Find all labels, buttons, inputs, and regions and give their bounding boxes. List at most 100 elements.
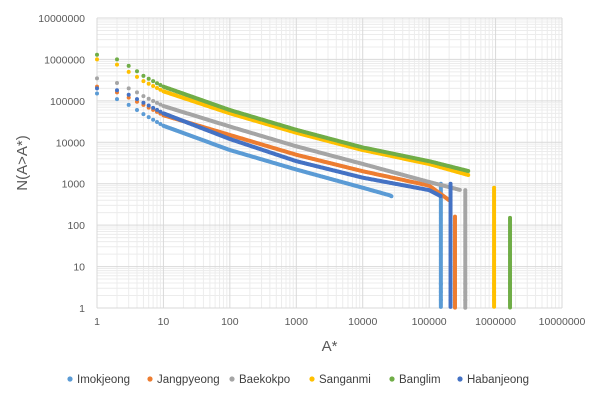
- series-baekokpo: [95, 76, 468, 310]
- y-tick-label: 100: [67, 220, 85, 232]
- data-point: [448, 290, 453, 294]
- y-axis-title: N(A>A*): [14, 135, 31, 190]
- data-point: [508, 298, 513, 302]
- data-point: [492, 298, 497, 302]
- data-point: [438, 194, 443, 199]
- data-point: [114, 80, 119, 85]
- series-imokjeong: [95, 91, 443, 309]
- data-point: [126, 95, 131, 100]
- data-point: [146, 81, 151, 86]
- data-point: [134, 108, 139, 113]
- legend-label: Sanganmi: [319, 374, 371, 386]
- data-point: [134, 69, 139, 74]
- data-point: [134, 74, 139, 79]
- data-point: [141, 73, 146, 78]
- legend-label: Baekokpo: [239, 374, 290, 386]
- data-point: [146, 115, 151, 120]
- data-point: [457, 187, 462, 192]
- data-point: [151, 84, 156, 89]
- data-point: [95, 57, 99, 62]
- data-point: [151, 98, 156, 103]
- x-tick-label: 1000000: [475, 316, 516, 328]
- data-point: [146, 76, 151, 81]
- data-point: [134, 90, 139, 95]
- data-point: [154, 120, 159, 125]
- legend-item-sanganmi: Sanganmi: [309, 374, 371, 386]
- data-point: [438, 282, 443, 286]
- x-tick-label: 10000000: [539, 316, 586, 328]
- data-point: [463, 282, 468, 286]
- legend: Imokjeong Jangpyeong Baekokpo Sanganmi Bangl…: [67, 374, 529, 386]
- x-tick-label: 10000: [348, 316, 377, 328]
- legend-label: Habanjeong: [467, 374, 529, 386]
- data-point: [452, 290, 457, 294]
- data-point: [438, 304, 443, 309]
- data-point: [114, 88, 119, 93]
- data-point: [452, 298, 457, 302]
- legend-label: Jangpyeong: [157, 374, 220, 386]
- series-marks: [95, 52, 513, 310]
- legend-item-banglim: Banglim: [389, 374, 441, 386]
- data-point: [508, 305, 513, 310]
- data-point: [448, 304, 453, 309]
- data-point: [146, 96, 151, 101]
- y-tick-label: 10000: [56, 137, 85, 149]
- data-point: [114, 97, 119, 102]
- y-tick-label: 1000: [62, 179, 86, 191]
- y-tick-label: 10000000: [38, 13, 85, 25]
- data-point: [126, 92, 131, 97]
- legend-marker: [389, 376, 395, 382]
- data-point: [492, 290, 497, 294]
- data-point: [158, 102, 163, 107]
- data-point: [95, 76, 99, 81]
- legend-marker: [457, 376, 463, 382]
- series-banglim: [95, 52, 513, 310]
- data-point: [154, 100, 159, 105]
- data-point: [154, 86, 159, 91]
- data-point: [448, 282, 453, 286]
- y-tick-label: 100000: [50, 96, 85, 108]
- data-point: [151, 79, 156, 84]
- data-point: [154, 107, 159, 112]
- data-point: [463, 290, 468, 294]
- legend-marker: [229, 376, 235, 382]
- data-point: [114, 62, 119, 67]
- data-point: [114, 57, 119, 62]
- series-habanjeong: [95, 86, 453, 309]
- data-point: [158, 87, 163, 92]
- data-point: [158, 83, 163, 88]
- x-tick-label: 100000: [412, 316, 447, 328]
- data-point: [389, 194, 394, 199]
- data-point: [492, 282, 497, 286]
- data-point: [134, 97, 139, 102]
- x-tick-label: 1: [94, 316, 100, 328]
- data-point: [126, 63, 131, 68]
- legend-marker: [67, 376, 73, 382]
- data-point: [448, 298, 453, 302]
- data-point: [151, 117, 156, 122]
- x-tick-label: 1000: [285, 316, 309, 328]
- legend-item-baekokpo: Baekokpo: [229, 374, 290, 386]
- data-point: [141, 112, 146, 117]
- y-tick-label: 1: [79, 303, 85, 315]
- legend-marker: [147, 376, 153, 382]
- data-point: [158, 122, 163, 127]
- data-point: [126, 86, 131, 91]
- data-point: [466, 169, 471, 174]
- data-point: [452, 305, 457, 310]
- legend-label: Banglim: [399, 374, 441, 386]
- data-point: [438, 290, 443, 294]
- axes: 1 10 100 1000 10000 100000 1000000 10000000 1 10 1…: [38, 13, 585, 328]
- data-point: [126, 69, 131, 74]
- data-point: [126, 102, 131, 107]
- y-tick-label: 10: [73, 262, 85, 274]
- data-point: [95, 91, 99, 96]
- data-point: [452, 282, 457, 286]
- y-tick-label: 1000000: [44, 54, 85, 66]
- x-tick-label: 100: [221, 316, 239, 328]
- data-point: [95, 86, 99, 91]
- data-point: [463, 305, 468, 310]
- data-point: [492, 304, 497, 309]
